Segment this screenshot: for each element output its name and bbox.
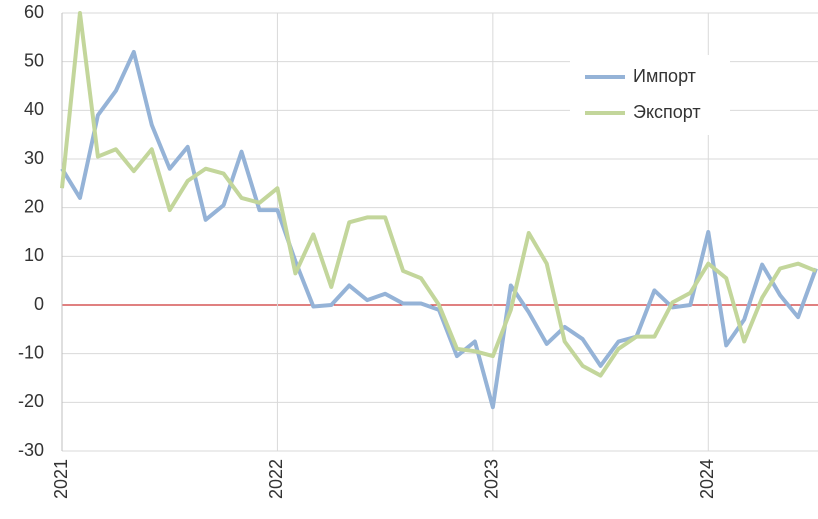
y-tick-label: 0: [34, 294, 44, 314]
y-tick-label: 60: [24, 2, 44, 22]
x-tick-label: 2024: [697, 459, 717, 499]
legend-label: Экспорт: [633, 102, 701, 122]
y-tick-label: 50: [24, 50, 44, 70]
y-tick-label: -30: [18, 440, 44, 460]
legend-box: [570, 55, 730, 135]
y-tick-label: 10: [24, 245, 44, 265]
x-tick-label: 2022: [266, 459, 286, 499]
series-line: [60, 11, 817, 378]
y-tick-label: 40: [24, 99, 44, 119]
legend-label: Импорт: [633, 66, 696, 86]
x-tick-label: 2023: [482, 459, 502, 499]
y-tick-label: -10: [18, 342, 44, 362]
y-tick-label: 20: [24, 196, 44, 216]
y-tick-label: -20: [18, 391, 44, 411]
y-tick-label: 30: [24, 148, 44, 168]
x-tick-label: 2021: [51, 459, 71, 499]
